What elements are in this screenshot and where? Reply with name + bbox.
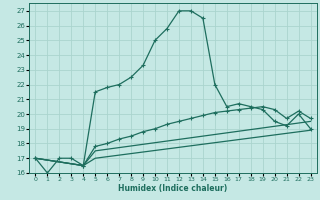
X-axis label: Humidex (Indice chaleur): Humidex (Indice chaleur) <box>118 184 228 193</box>
